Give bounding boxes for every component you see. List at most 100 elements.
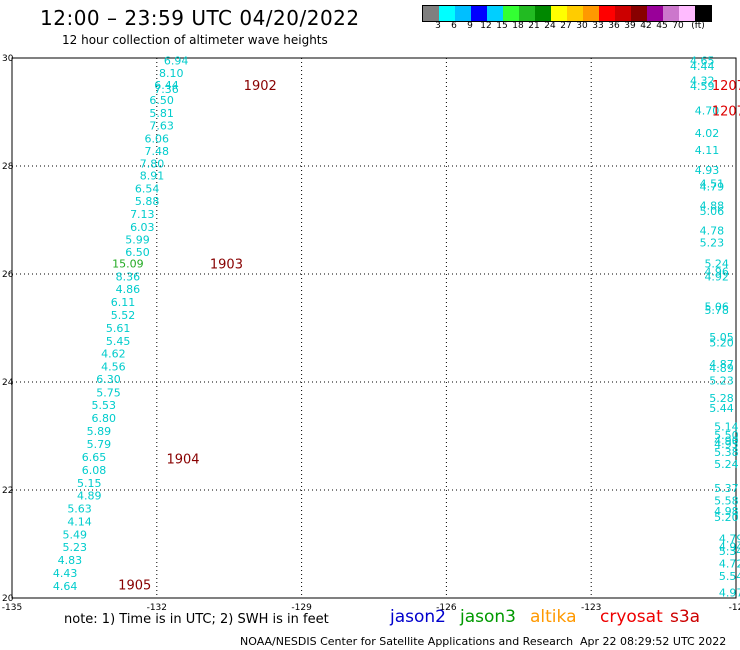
credit-text: NOAA/NESDIS Center for Satellite Applica…: [240, 635, 574, 648]
colorbar-tick-label: 39: [624, 21, 636, 31]
swh-value-label: 5.14: [714, 420, 739, 433]
legend-item-cryosat: cryosat: [600, 607, 663, 627]
x-tick-label: -129: [291, 603, 312, 613]
colorbar-tick-label: 33: [592, 21, 604, 31]
swh-value-label: 4.97: [719, 587, 740, 600]
legend-item-jason3: jason3: [460, 607, 516, 627]
swh-value-label: 4.64: [53, 580, 78, 593]
x-tick-label: -126: [436, 603, 457, 613]
colorbar-swatch: [439, 6, 455, 21]
colorbar-swatch: [631, 6, 647, 21]
colorbar-swatch: [567, 6, 583, 21]
colorbar-swatch: [423, 6, 439, 21]
swh-value-label: 5.54: [719, 570, 740, 583]
swh-value-label: 5.88: [135, 195, 160, 208]
colorbar-unit: (ft): [691, 21, 705, 31]
swh-value-label: 5.28: [709, 392, 734, 405]
swh-value-label: 5.24: [714, 458, 739, 471]
pass-time-label: 1904: [166, 453, 199, 468]
y-tick-label: 30: [2, 54, 14, 64]
pass-time-label: 1905: [118, 579, 151, 594]
swh-value-label: 4.62: [101, 347, 126, 360]
timestamp-text: Apr 22 08:29:52 UTC 2022: [580, 635, 727, 648]
swh-value-label: 4.95: [714, 438, 739, 451]
swh-value-label: 6.30: [96, 373, 121, 386]
swh-value-label: 6.44: [154, 79, 179, 92]
swh-value-label: 5.78: [704, 304, 729, 317]
swh-value-label: 7.48: [145, 145, 170, 158]
swh-value-label: 6.54: [135, 183, 160, 196]
swh-value-label: 5.23: [700, 237, 725, 250]
colorbar-tick-label: 6: [451, 21, 457, 31]
swh-value-label: 4.44: [690, 60, 715, 73]
swh-value-label: 5.20: [709, 337, 734, 350]
colorbar-tick-label: 45: [656, 21, 668, 31]
colorbar-swatch: [535, 6, 551, 21]
colorbar-tick-label: 27: [560, 21, 572, 31]
swh-value-label: 4.32: [690, 75, 715, 88]
colorbar-swatch: [599, 6, 615, 21]
colorbar-tick-label: 18: [512, 21, 524, 31]
y-tick-label: 28: [2, 162, 14, 172]
swh-value-label: 4.89: [709, 362, 734, 375]
swh-value-label: 7.36: [154, 83, 179, 96]
swh-value-label: 4.96: [704, 265, 729, 278]
swh-value-label: 7.63: [149, 120, 174, 133]
swh-value-label: 6.94: [164, 55, 189, 68]
swh-value-label: 4.56: [101, 360, 126, 373]
x-tick-label: -123: [581, 603, 601, 613]
swh-value-label: 4.86: [116, 283, 141, 296]
swh-value-label: 8.10: [159, 67, 184, 80]
swh-value-label: 4.43: [53, 567, 78, 580]
swh-value-label: 5.52: [111, 309, 136, 322]
swh-value-label: 5.23: [62, 541, 87, 554]
colorbar-tick-label: 42: [640, 21, 652, 31]
swh-value-label: 5.49: [62, 528, 87, 541]
colorbar-tick-label: 9: [467, 21, 473, 31]
swh-value-label: 5.99: [125, 233, 150, 246]
swh-value-label: 5.05: [709, 331, 734, 344]
pass-time-label: 1207: [712, 79, 740, 94]
swh-value-label: 5.79: [87, 438, 112, 451]
swh-value-label: 4.90: [714, 434, 739, 447]
legend-item-altika: altika: [530, 607, 577, 627]
swh-value-label: 5.34: [719, 545, 740, 558]
swh-value-label: 5.06: [704, 300, 729, 313]
x-tick-label: -132: [147, 603, 167, 613]
swh-value-label: 4.79: [719, 533, 740, 546]
swh-value-label: 6.06: [145, 132, 170, 145]
swh-value-label: 5.20: [714, 511, 739, 524]
swh-value-label: 5.23: [709, 374, 734, 387]
map-frame: [11, 57, 737, 599]
swh-value-label: 8.91: [140, 170, 165, 183]
colorbar-swatch: [519, 6, 535, 21]
swh-value-label: 4.72: [719, 557, 740, 570]
swh-value-label: 15.09: [112, 258, 144, 271]
swh-value-label: 6.11: [111, 296, 136, 309]
colorbar-swatch: [583, 6, 599, 21]
pass-time-label: 1902: [244, 79, 277, 94]
swh-value-label: 4.65: [690, 55, 715, 68]
swh-value-label: 4.11: [695, 144, 720, 157]
footnote: note: 1) Time is in UTC; 2) SWH is in fe…: [64, 612, 329, 627]
y-tick-label: 26: [2, 270, 14, 280]
swh-value-label: 4.88: [700, 199, 725, 212]
swh-value-label: 5.63: [67, 502, 92, 515]
swh-value-label: 4.78: [700, 224, 725, 237]
swh-value-label: 4.94: [719, 541, 740, 554]
swh-value-label: 5.06: [700, 205, 725, 218]
swh-value-label: 6.50: [149, 94, 174, 107]
swh-value-label: 8.36: [116, 271, 141, 284]
swh-value-label: 5.81: [149, 107, 174, 120]
colorbar-swatch: [471, 6, 487, 21]
colorbar-swatch: [615, 6, 631, 21]
y-tick-label: 24: [2, 378, 14, 388]
swh-value-label: 7.13: [130, 208, 155, 221]
swh-value-label: 4.92: [704, 271, 729, 284]
colorbar-swatch: [503, 6, 519, 21]
swh-value-label: 4.59: [690, 80, 715, 93]
page-title: 12:00 – 23:59 UTC 04/20/2022: [40, 6, 360, 30]
swh-value-label: 6.08: [82, 464, 107, 477]
swh-value-label: 7.80: [140, 157, 165, 170]
